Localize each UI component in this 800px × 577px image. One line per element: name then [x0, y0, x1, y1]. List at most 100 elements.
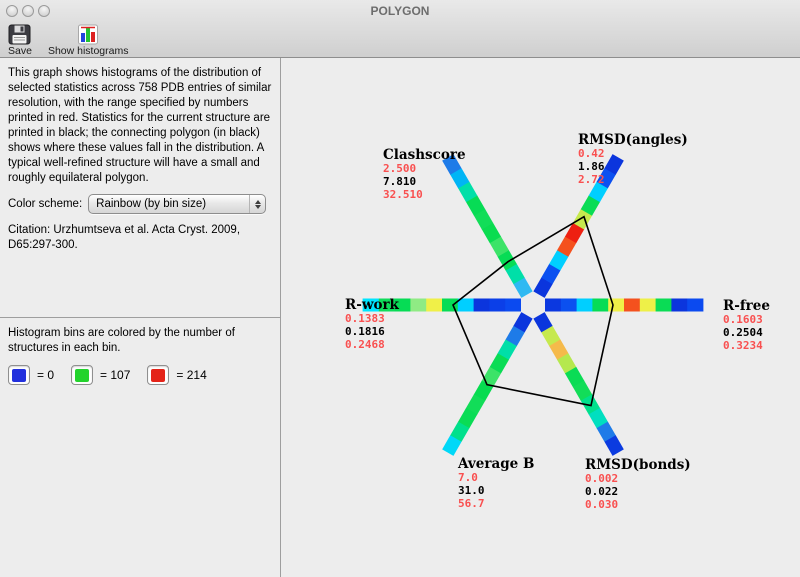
legend-panel: Histogram bins are colored by the number…: [0, 318, 280, 577]
polygon-radar-chart: Clashscore2.5007.81032.510RMSD(angles)0.…: [345, 132, 770, 511]
legend-value-blue: = 0: [37, 368, 55, 382]
axis-bins-clashscore: [442, 154, 533, 298]
histogram-bin: [450, 167, 470, 189]
histogram-bin: [596, 421, 616, 443]
histogram-bin: [580, 195, 601, 216]
main-content: This graph shows histograms of the distr…: [0, 58, 800, 577]
histogram-bin: [465, 394, 486, 415]
histogram-bin: [473, 208, 494, 230]
histogram-bin: [442, 154, 462, 175]
sidebar: This graph shows histograms of the distr…: [0, 58, 281, 577]
histogram-bin: [505, 325, 525, 347]
histogram-bin: [378, 298, 395, 312]
citation-text: Citation: Urzhumtseva et al. Acta Cryst.…: [8, 224, 241, 251]
toolbar: Save Show histograms: [0, 22, 800, 57]
histogram-bin: [450, 421, 470, 443]
histogram-bin: [671, 298, 688, 312]
titlebar: POLYGON: [0, 0, 800, 22]
axis-label-rmsd_angles: RMSD(angles): [578, 132, 688, 148]
axis-max-r_work: 0.2468: [345, 338, 385, 351]
color-scheme-value: Rainbow (by bin size): [96, 198, 207, 210]
legend-swatch-green: [71, 365, 94, 385]
popup-stepper-icon: [249, 195, 265, 213]
legend-row: = 0 = 107 = 214: [8, 365, 272, 385]
axis-value-rmsd_angles: 1.86: [578, 160, 605, 173]
legend-swatch-blue: [8, 365, 30, 385]
histogram-bin: [557, 353, 577, 374]
minimize-button[interactable]: [22, 5, 34, 17]
histogram-bin: [513, 312, 533, 333]
histogram-bin: [639, 298, 656, 312]
axis-label-clashscore: Clashscore: [383, 147, 466, 163]
axis-value-r_work: 0.1816: [345, 325, 385, 338]
description-panel: This graph shows histograms of the distr…: [0, 58, 280, 318]
histogram-bin: [457, 407, 478, 429]
histogram-bin: [473, 298, 490, 312]
histogram-bin: [687, 298, 704, 312]
description-text: This graph shows histograms of the distr…: [8, 67, 272, 184]
legend-value-red: = 214: [176, 368, 207, 382]
color-scheme-label: Color scheme:: [8, 198, 83, 210]
histogram-bin: [394, 298, 411, 312]
histogram-bin: [576, 298, 593, 312]
legend-swatch-red: [147, 365, 170, 385]
histogram-bin: [541, 263, 561, 285]
color-scheme-select[interactable]: Rainbow (by bin size): [88, 194, 267, 214]
axis-label-r_free: R-free: [723, 298, 770, 314]
histogram-bin: [362, 298, 379, 312]
histogram-bin: [560, 298, 577, 312]
save-button[interactable]: Save: [4, 23, 36, 58]
show-histograms-button[interactable]: Show histograms: [44, 23, 133, 58]
histogram-bin: [545, 298, 562, 312]
legend-value-green: = 107: [100, 368, 131, 382]
polygon-chart-area: Clashscore 2.500 7.810 32.510 RMSD(angles) 0.…: [281, 58, 800, 577]
histogram-bin: [588, 181, 609, 203]
histogram-bin: [588, 407, 609, 429]
histogram-bin: [572, 380, 593, 402]
histogram-bin: [572, 208, 593, 230]
histogram-bin: [465, 195, 486, 216]
histogram-bin: [513, 277, 533, 298]
axis-min-clashscore: 2.500: [383, 162, 416, 175]
histogram-bin: [557, 236, 577, 257]
axis-max-rmsd_angles: 2.72: [578, 173, 605, 186]
histogram-bin: [442, 435, 462, 456]
save-icon: [8, 24, 31, 45]
histogram-icon: [78, 24, 99, 45]
histogram-bin: [604, 435, 624, 456]
histogram-bin: [608, 298, 625, 312]
histogram-bin: [592, 298, 609, 312]
histogram-bin: [489, 353, 509, 374]
axis-bins-rmsd_angles: [533, 154, 624, 298]
show-histograms-button-label: Show histograms: [47, 45, 129, 57]
axis-min-r_free: 0.1603: [723, 313, 763, 326]
close-button[interactable]: [6, 5, 18, 17]
histogram-bin: [489, 236, 509, 257]
axis-label-average_b: Average B: [457, 456, 534, 472]
histogram-bin: [624, 298, 641, 312]
histogram-bin: [457, 181, 478, 203]
axis-label-r_work: R-work: [345, 297, 400, 313]
save-button-label: Save: [8, 45, 32, 57]
axis-label-rmsd_bonds: RMSD(bonds): [585, 457, 691, 473]
histogram-bin: [549, 249, 569, 271]
axis-value-average_b: 31.0: [458, 484, 485, 497]
axis-value-rmsd_bonds: 0.022: [585, 485, 618, 498]
window-title: POLYGON: [370, 4, 430, 18]
histogram-bin: [481, 222, 502, 244]
color-scheme-row: Color scheme: Rainbow (by bin size): [8, 194, 272, 214]
current-structure-polygon: [452, 215, 614, 407]
histogram-bin: [410, 298, 427, 312]
zoom-button[interactable]: [38, 5, 50, 17]
axis-bins-rmsd_bonds: [533, 312, 624, 456]
histogram-bin: [489, 298, 506, 312]
axis-min-rmsd_angles: 0.42: [578, 147, 605, 160]
axis-bins-r_work: [362, 298, 521, 312]
histogram-bin: [596, 167, 616, 189]
axis-min-average_b: 7.0: [458, 471, 478, 484]
window-controls: [6, 5, 50, 17]
axis-max-clashscore: 32.510: [383, 188, 423, 201]
histogram-bin: [541, 325, 561, 347]
histogram-bin: [564, 366, 585, 388]
